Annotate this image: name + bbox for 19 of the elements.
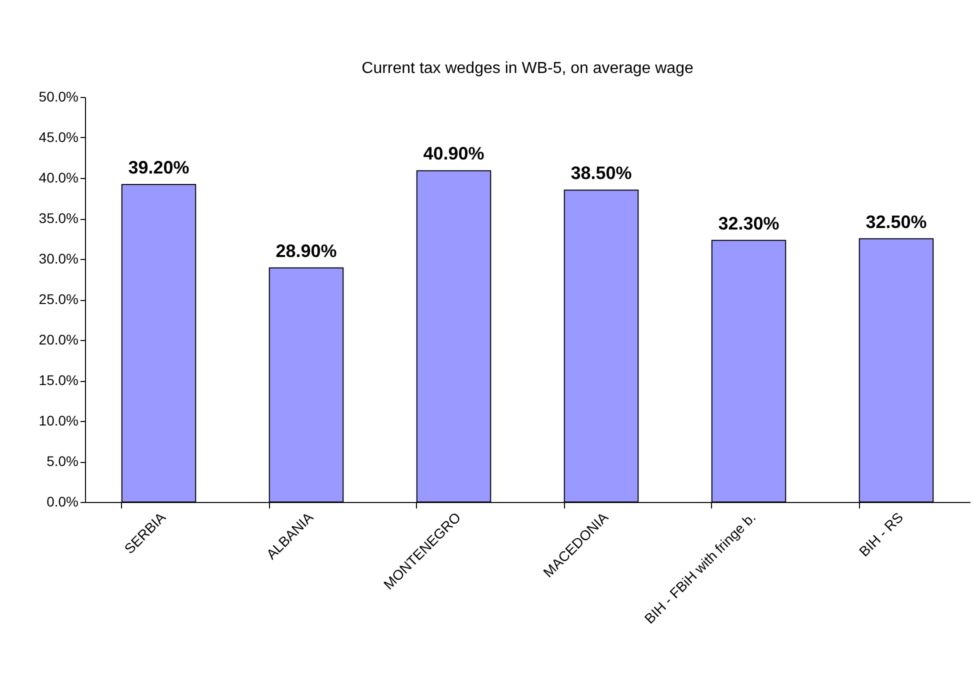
data-label: 38.50% [570,163,632,184]
data-label: 32.30% [718,213,780,234]
y-tick-label: 35.0% [38,210,78,226]
y-tick-label: 40.0% [38,170,78,186]
y-tick-label: 0.0% [46,494,78,510]
y-tick-label: 5.0% [46,453,78,469]
data-label: 32.50% [866,212,927,232]
y-tick-label: 50.0% [38,88,78,104]
y-tick-label: 30.0% [38,250,78,266]
data-label: 28.90% [276,240,337,261]
y-tick-label: 25.0% [38,291,78,307]
x-tick-label: BIH - RS [856,509,906,560]
y-tick-label: 10.0% [38,412,78,428]
y-tick-label: 45.0% [38,129,78,145]
y-tick-label: 15.0% [38,372,78,388]
chart-title: Current tax wedges in WB-5, on average wage [362,60,694,77]
y-tick-label: 20.0% [38,332,78,348]
data-label: 40.90% [423,144,484,164]
data-label: 39.20% [128,157,190,178]
